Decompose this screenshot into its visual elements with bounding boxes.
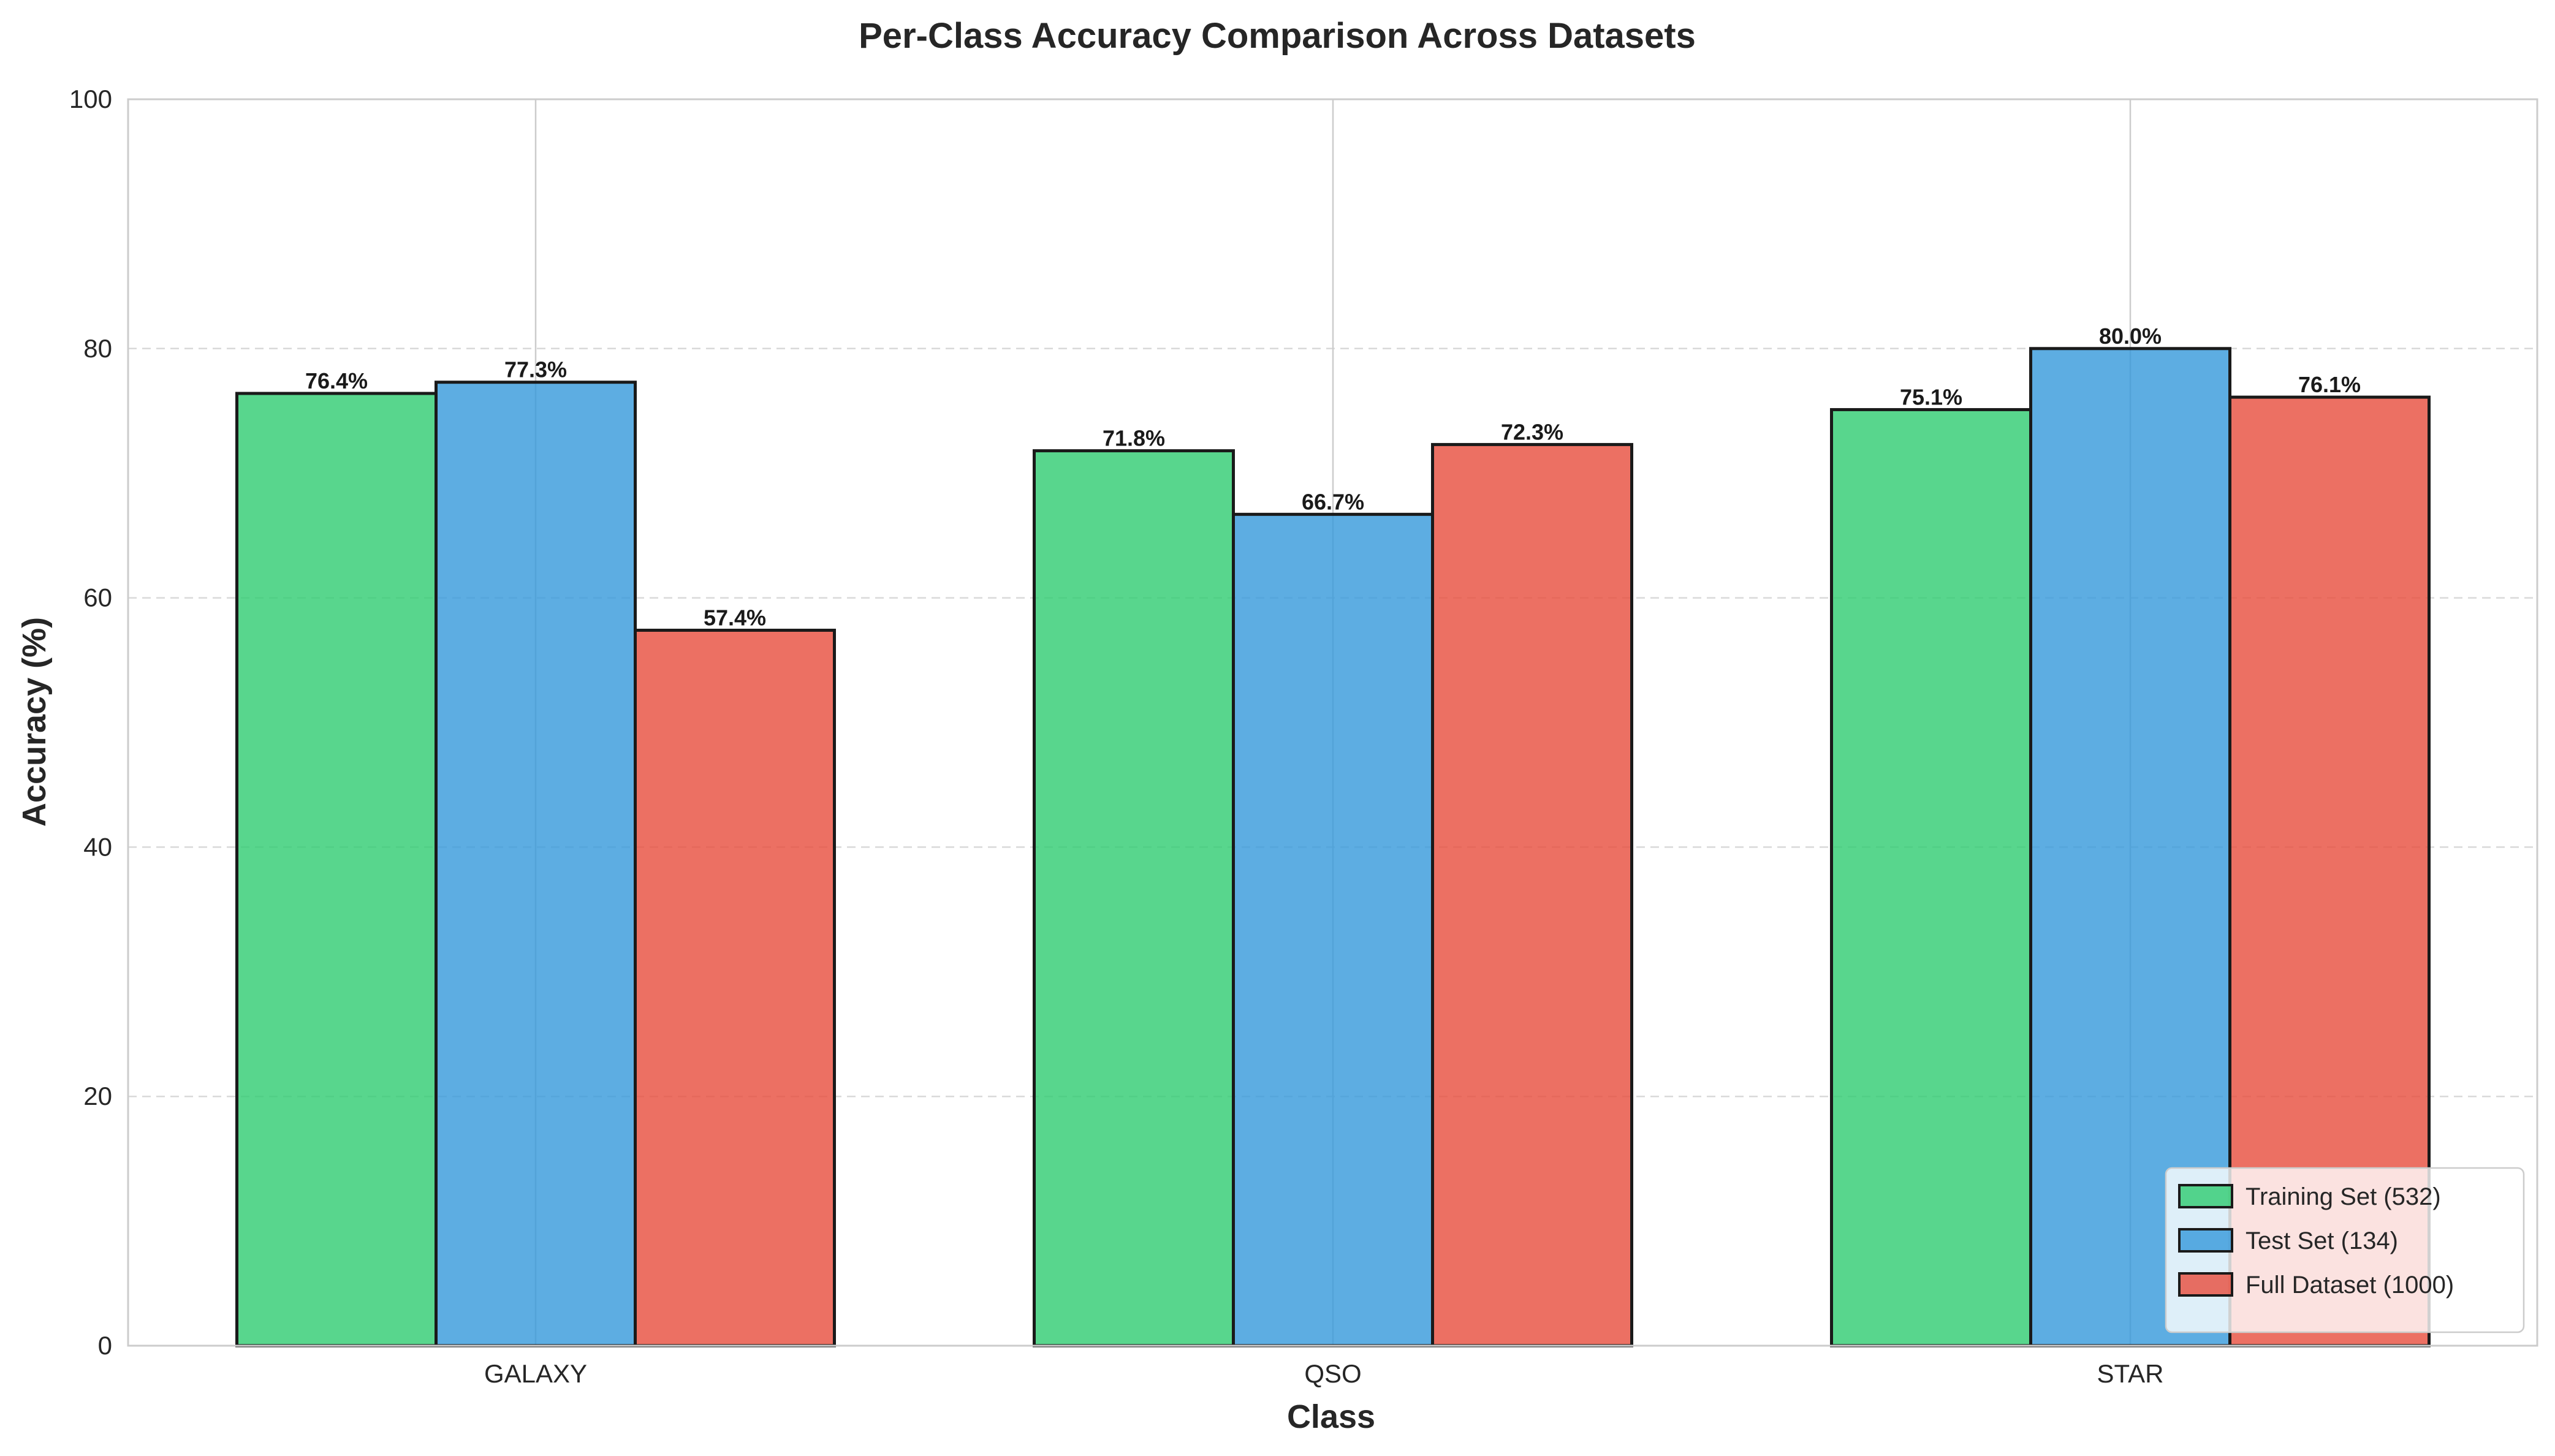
bar-value-label: 71.8% [1103, 426, 1165, 451]
bar-value-label: 80.0% [2099, 324, 2162, 349]
legend-swatch [2178, 1272, 2233, 1297]
bar-value-label: 72.3% [1501, 419, 1563, 444]
bar-qso-series-1 [1232, 512, 1434, 1348]
bar-galaxy-series-1 [435, 381, 637, 1348]
legend-label: Full Dataset (1000) [2246, 1272, 2454, 1299]
bar-value-label: 76.4% [305, 368, 368, 393]
legend-box [2165, 1167, 2525, 1333]
bar-value-label: 75.1% [1900, 384, 1962, 409]
y-tick-label: 20 [83, 1082, 112, 1110]
bar-galaxy-series-0 [235, 392, 438, 1348]
legend-label: Test Set (134) [2246, 1227, 2398, 1254]
bars-layer [235, 347, 2431, 1348]
plot-border [127, 98, 2538, 1347]
bar-galaxy-series-2 [634, 628, 836, 1348]
y-tick-label: 100 [69, 85, 112, 113]
bar-qso-series-0 [1033, 449, 1235, 1348]
y-tick-label: 60 [83, 583, 112, 612]
x-tick-label: STAR [2097, 1359, 2164, 1388]
legend-label: Training Set (532) [2246, 1183, 2441, 1210]
y-axis-label: Accuracy (%) [16, 617, 53, 827]
value-labels-layer: 76.4% 77.3% 57.4% 71.8% 66.7% 72.3% 75.1% 80.0%… [305, 324, 2361, 631]
bar-value-label: 77.3% [504, 357, 567, 382]
legend-swatch [2178, 1228, 2233, 1253]
bar-value-label: 76.1% [2298, 372, 2361, 397]
axes-layer: 0 20 40 60 80 100 GALAXY QSO STAR [69, 85, 2538, 1388]
legend: Training Set (532) Test Set (134) Full Dat… [2165, 1167, 2525, 1333]
y-tick-label: 0 [98, 1331, 112, 1360]
bar-value-label: 66.7% [1302, 489, 1364, 514]
bar-value-label: 57.4% [704, 605, 766, 630]
y-tick-label: 80 [83, 334, 112, 363]
x-tick-label: QSO [1304, 1359, 1361, 1388]
bar-star-series-0 [1830, 408, 2032, 1348]
x-axis-label: Class [1287, 1398, 1375, 1435]
y-tick-label: 40 [83, 832, 112, 861]
legend-swatch [2178, 1184, 2233, 1208]
chart-title: Per-Class Accuracy Comparison Across Dat… [859, 16, 1696, 56]
x-tick-label: GALAXY [484, 1359, 587, 1388]
bar-qso-series-2 [1431, 442, 1633, 1348]
